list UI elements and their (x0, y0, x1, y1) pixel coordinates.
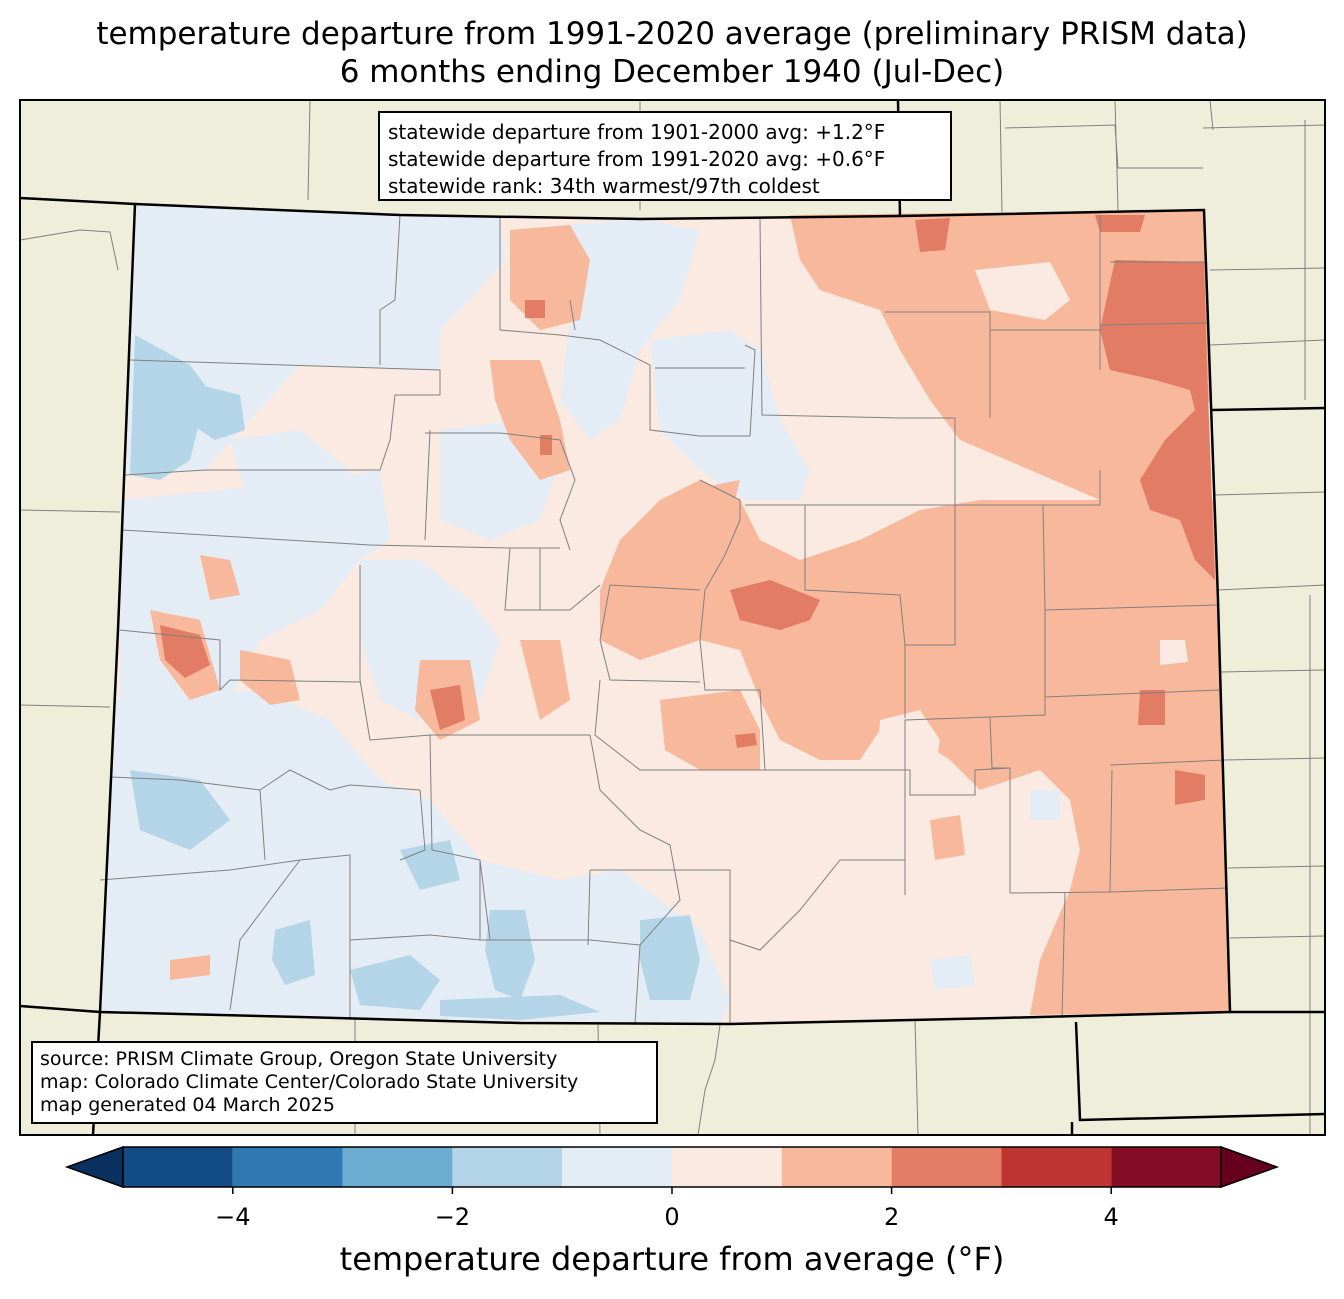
colorbar-bin (781, 1147, 892, 1187)
map-title-line2: 6 months ending December 1940 (Jul-Dec) (339, 54, 1005, 90)
colorbar-tick-label: −4 (215, 1203, 251, 1231)
colorbar-label: temperature departure from average (°F) (339, 1240, 1005, 1278)
colorbar-bin (672, 1147, 782, 1187)
map-credit-line: map: Colorado Climate Center/Colorado St… (40, 1071, 579, 1093)
colorbar (64, 1145, 1280, 1194)
statewide-stats-box: statewide departure from 1901-2000 avg: … (378, 111, 952, 201)
colorbar-bin (562, 1147, 672, 1187)
stat-departure-1991-2020: statewide departure from 1991-2020 avg: … (388, 147, 886, 171)
near-average-islands (878, 262, 1188, 775)
source-box: source: PRISM Climate Group, Oregon Stat… (31, 1041, 658, 1124)
stat-rank: statewide rank: 34th warmest/97th coldes… (388, 174, 820, 198)
map-title-line1: temperature departure from 1991-2020 ave… (96, 16, 1248, 52)
source-line: source: PRISM Climate Group, Oregon Stat… (40, 1048, 558, 1070)
colorbar-bin (1001, 1147, 1112, 1187)
colorbar-tick-label: 2 (883, 1203, 900, 1231)
colorbar-under-arrow (64, 1145, 124, 1189)
colorbar-tick-label: 4 (1103, 1203, 1119, 1231)
colorbar-bin (342, 1147, 453, 1187)
generated-date-line: map generated 04 March 2025 (40, 1094, 335, 1116)
colorbar-over-arrow (1220, 1145, 1280, 1189)
colorbar-bin (891, 1147, 1002, 1187)
colorbar-tick-label: 0 (664, 1203, 680, 1231)
map-frame (19, 99, 1326, 1136)
colorado-border (98, 202, 1232, 1026)
county-lines (99, 214, 1229, 1025)
colorbar-bin (1111, 1147, 1221, 1187)
cold-anomaly-areas (130, 335, 700, 1020)
colorbar-bin (452, 1147, 563, 1187)
colorbar-bin (232, 1147, 343, 1187)
colorbar-tick-label: −2 (434, 1203, 471, 1231)
colorbar-bin (123, 1147, 233, 1187)
hot-anomaly-areas (160, 215, 1215, 805)
stat-departure-1901-2000: statewide departure from 1901-2000 avg: … (388, 120, 886, 144)
